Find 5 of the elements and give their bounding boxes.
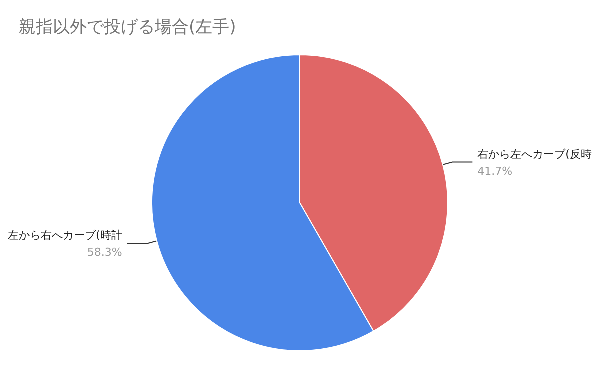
data-label: 41.7%	[478, 164, 513, 178]
chart-title: 親指以外で投げる場合(左手)	[19, 18, 236, 38]
data-label: 58.3%	[87, 246, 122, 260]
slice-label: 右から左へカーブ(反時	[478, 148, 592, 161]
slice-label: 左から右へカーブ(時計	[8, 229, 122, 242]
